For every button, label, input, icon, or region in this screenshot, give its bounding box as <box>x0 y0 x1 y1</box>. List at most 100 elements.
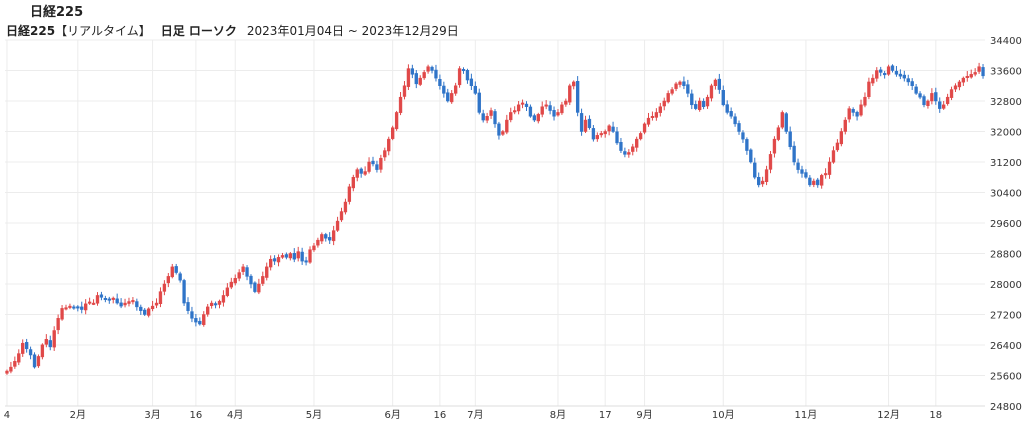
candle <box>379 154 383 173</box>
candle-body <box>461 69 466 72</box>
candle <box>363 166 367 176</box>
candle <box>548 101 552 115</box>
candle <box>225 283 230 298</box>
candle <box>930 88 934 105</box>
candle <box>143 308 147 317</box>
candle <box>457 66 462 88</box>
candle-body <box>764 169 769 182</box>
candle <box>139 304 143 315</box>
candle-body <box>115 298 119 304</box>
candle-body <box>867 81 871 97</box>
candle <box>894 66 899 77</box>
candle-body <box>355 169 359 178</box>
candle-body <box>265 266 269 278</box>
candle-body <box>202 314 206 325</box>
candle-body <box>21 342 25 354</box>
candle <box>36 354 41 368</box>
x-tick-label: 8月 <box>550 409 566 421</box>
candle <box>721 85 725 107</box>
candle-body <box>209 302 214 306</box>
candle-body <box>5 370 9 374</box>
candle <box>505 114 509 135</box>
candle-body <box>934 92 938 102</box>
candle-body <box>524 103 529 107</box>
candle-body <box>973 72 977 75</box>
candle-body <box>733 116 737 125</box>
candle <box>973 68 977 77</box>
candle-body <box>938 101 942 109</box>
candle <box>91 299 96 306</box>
candle-body <box>642 123 647 133</box>
candle-body <box>84 303 88 311</box>
candle-body <box>375 164 379 170</box>
candle-body <box>481 113 485 121</box>
candle <box>383 147 387 161</box>
candle-body <box>902 74 906 79</box>
candle <box>638 131 643 141</box>
candle-body <box>949 89 954 98</box>
candle <box>418 75 422 87</box>
candle-body <box>68 305 72 308</box>
candle <box>725 100 729 115</box>
candle <box>410 64 415 79</box>
candle <box>194 314 198 327</box>
candle-body <box>827 161 832 175</box>
candle-body <box>898 73 903 77</box>
candle <box>697 97 702 112</box>
candle-body <box>544 104 548 107</box>
chart-candles <box>5 62 985 375</box>
candle-body <box>564 100 568 105</box>
candle <box>875 67 879 82</box>
candle-body <box>107 298 111 301</box>
candle-body <box>579 113 584 132</box>
candle <box>768 151 773 174</box>
candle <box>690 89 694 110</box>
candle-body <box>166 276 171 284</box>
candle-body <box>942 104 946 109</box>
candle-body <box>961 77 966 83</box>
candle <box>501 129 505 136</box>
candle <box>95 292 100 306</box>
candle <box>489 107 493 119</box>
candle <box>280 252 285 259</box>
candle <box>780 110 784 130</box>
candle <box>198 317 202 326</box>
candle <box>686 79 690 98</box>
candle <box>615 127 619 145</box>
candle-body <box>509 112 513 121</box>
candle-body <box>926 100 930 106</box>
candle-body <box>745 139 749 151</box>
candle-body <box>450 93 454 103</box>
candle <box>469 73 474 91</box>
candle-body <box>48 340 52 348</box>
candle <box>717 73 722 94</box>
candle-body <box>339 211 344 221</box>
candle <box>859 99 863 117</box>
candle-body <box>819 175 824 186</box>
candle-body <box>540 106 544 115</box>
y-axis-labels: 34400 33600 32800 32000 31200 30400 29600 28800… <box>990 36 1022 413</box>
candle <box>477 88 481 115</box>
candle-body <box>505 119 509 133</box>
candle <box>737 120 741 135</box>
candle <box>316 237 320 248</box>
candle <box>745 137 749 155</box>
candle <box>701 98 706 110</box>
candle-body <box>808 177 812 186</box>
candle <box>32 352 37 369</box>
candle <box>253 281 257 294</box>
candle <box>284 252 289 260</box>
candle-body <box>729 111 733 117</box>
y-tick-label: 32000 <box>990 128 1022 139</box>
candle <box>800 165 804 178</box>
candle <box>733 113 737 127</box>
candle-body <box>40 344 45 358</box>
candle <box>335 216 340 232</box>
candle-body <box>245 267 249 277</box>
candle <box>190 306 194 323</box>
candle-body <box>139 306 143 311</box>
candle-body <box>737 123 741 132</box>
x-tick-label: 16 <box>434 410 447 421</box>
candle-body <box>694 104 698 109</box>
candle <box>438 74 442 90</box>
